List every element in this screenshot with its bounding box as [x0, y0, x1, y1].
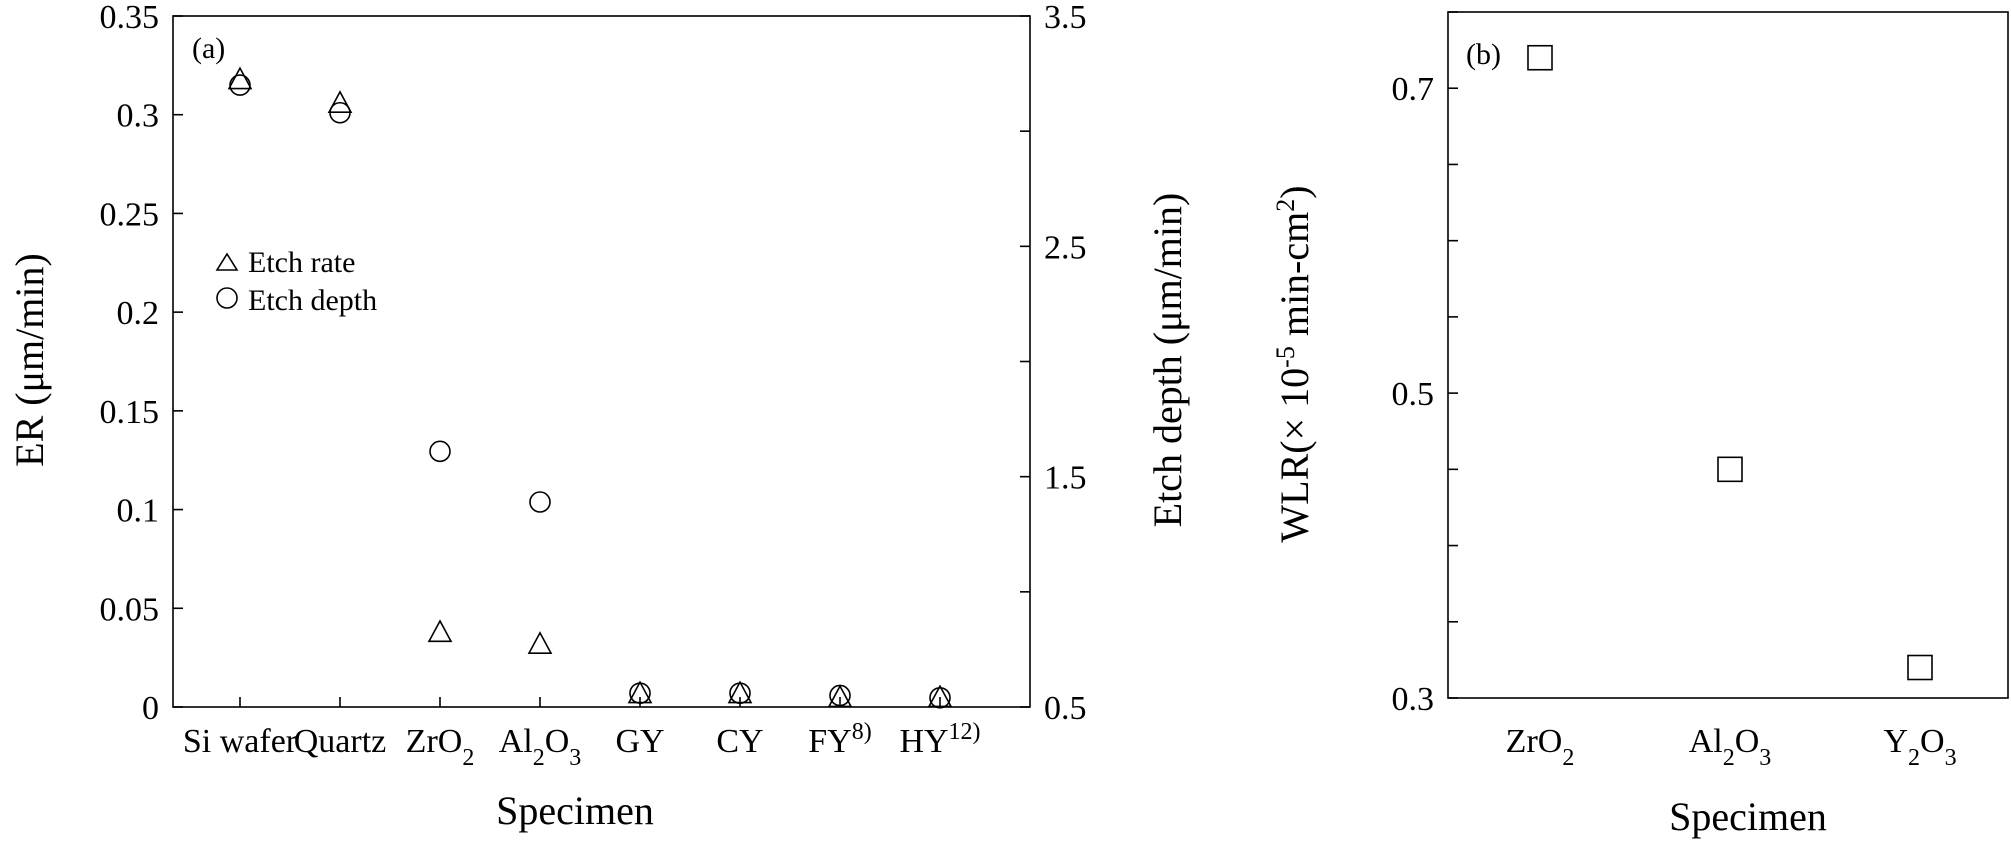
panel-a-left-axis: 0 0.05 0.1 0.15 0.2 0.25 0.3 0.35 [100, 0, 183, 727]
x-tick-label-si-wafer: Si wafer [183, 723, 298, 760]
b-x-tick-label-y2o3: Y2O3 [1883, 723, 1956, 771]
panel-a-plot-frame [172, 15, 1031, 708]
etch-depth-point-quartz [329, 101, 351, 124]
panel-a-right-axis: 0.5 1.5 2.5 3.5 [1020, 0, 1087, 727]
legend-triangle-marker [215, 252, 239, 271]
panel-b-x-axis-title: Specimen [1669, 794, 1827, 839]
etch-depth-point-fy8 [829, 684, 851, 707]
legend-label-etch-depth: Etch depth [248, 284, 377, 317]
b-x-tick-label-al2o3: Al2O3 [1689, 723, 1772, 771]
etch-depth-point-zro2 [429, 440, 451, 463]
panel-a-left-axis-title: ER (μm/min) [7, 253, 52, 467]
b-tick-label: 0.7 [1392, 71, 1435, 108]
x-tick-label-gy: GY [615, 723, 664, 760]
panel-b-y-axis: 0.3 0.5 0.7 [1392, 11, 1458, 718]
panel-a-right-axis-title: Etch depth (μm/min) [1145, 193, 1190, 528]
left-tick-label: 0 [142, 690, 159, 727]
b-x-tick-label-zro2: ZrO2 [1506, 723, 1575, 771]
right-tick-label: 2.5 [1044, 229, 1087, 266]
x-tick-label-fy8: FY8) [808, 719, 871, 760]
wlr-point-zro2 [1527, 44, 1553, 71]
panel-b-tag: (b) [1466, 38, 1501, 71]
b-tick-label: 0.3 [1392, 681, 1435, 718]
left-tick-label: 0.05 [100, 591, 160, 628]
etch-rate-point-hy12 [927, 684, 953, 708]
left-tick-label: 0.15 [100, 394, 160, 431]
left-tick-label: 0.35 [100, 0, 160, 36]
etch-depth-point-cy [729, 682, 751, 704]
left-tick-label: 0.25 [100, 196, 160, 233]
panel-a: 00.050.10.150.20.250.30.35 0.51.52.53.5 … [7, 0, 1190, 833]
panel-b-marks [1527, 44, 1933, 681]
left-tick-label: 0.2 [117, 295, 160, 332]
panel-b-x-axis: ZrO2 Al2O3 Y2O3 [1506, 723, 1957, 771]
wlr-point-al2o3 [1717, 456, 1743, 483]
etch-rate-point-quartz [327, 90, 353, 114]
legend: Etch rate Etch depth [215, 246, 377, 317]
x-tick-label-cy: CY [716, 723, 763, 760]
etch-rate-point-zro2 [427, 619, 453, 643]
right-tick-label: 0.5 [1044, 690, 1087, 727]
etch-depth-point-si-wafer [229, 74, 251, 96]
x-tick-label-al2o3: Al2O3 [499, 723, 582, 771]
panel-a-marks [227, 66, 953, 709]
etch-depth-point-gy [629, 682, 651, 704]
panel-b-plot-frame [1447, 11, 2009, 699]
panel-b-y-axis-title: WLR(× 10-5 min-cm2) [1271, 185, 1318, 542]
etch-rate-point-fy8 [827, 684, 853, 708]
right-tick-label: 1.5 [1044, 460, 1087, 497]
x-tick-label-quartz: Quartz [294, 723, 387, 760]
legend-label-etch-rate: Etch rate [248, 246, 355, 279]
b-tick-label: 0.5 [1392, 376, 1435, 413]
panel-a-tag: (a) [192, 32, 225, 65]
x-tick-label-zro2: ZrO2 [406, 723, 475, 771]
etch-rate-point-al2o3 [527, 631, 553, 654]
right-tick-label: 3.5 [1044, 0, 1087, 36]
left-tick-label: 0.3 [117, 98, 160, 135]
wlr-point-y2o3 [1907, 654, 1933, 681]
x-tick-label-hy12: HY12) [899, 719, 980, 760]
etch-depth-point-hy12 [929, 686, 951, 709]
panel-b: 0.3 0.5 0.7 ZrO2 Al2O3 Y2O3 (b) Specimen WLR… [1271, 11, 2009, 839]
etch-depth-point-al2o3 [529, 491, 551, 513]
panel-a-x-axis-title: Specimen [496, 788, 654, 833]
legend-circle-marker [216, 287, 238, 309]
etch-rate-point-si-wafer [227, 66, 253, 90]
left-tick-label: 0.1 [117, 493, 160, 530]
